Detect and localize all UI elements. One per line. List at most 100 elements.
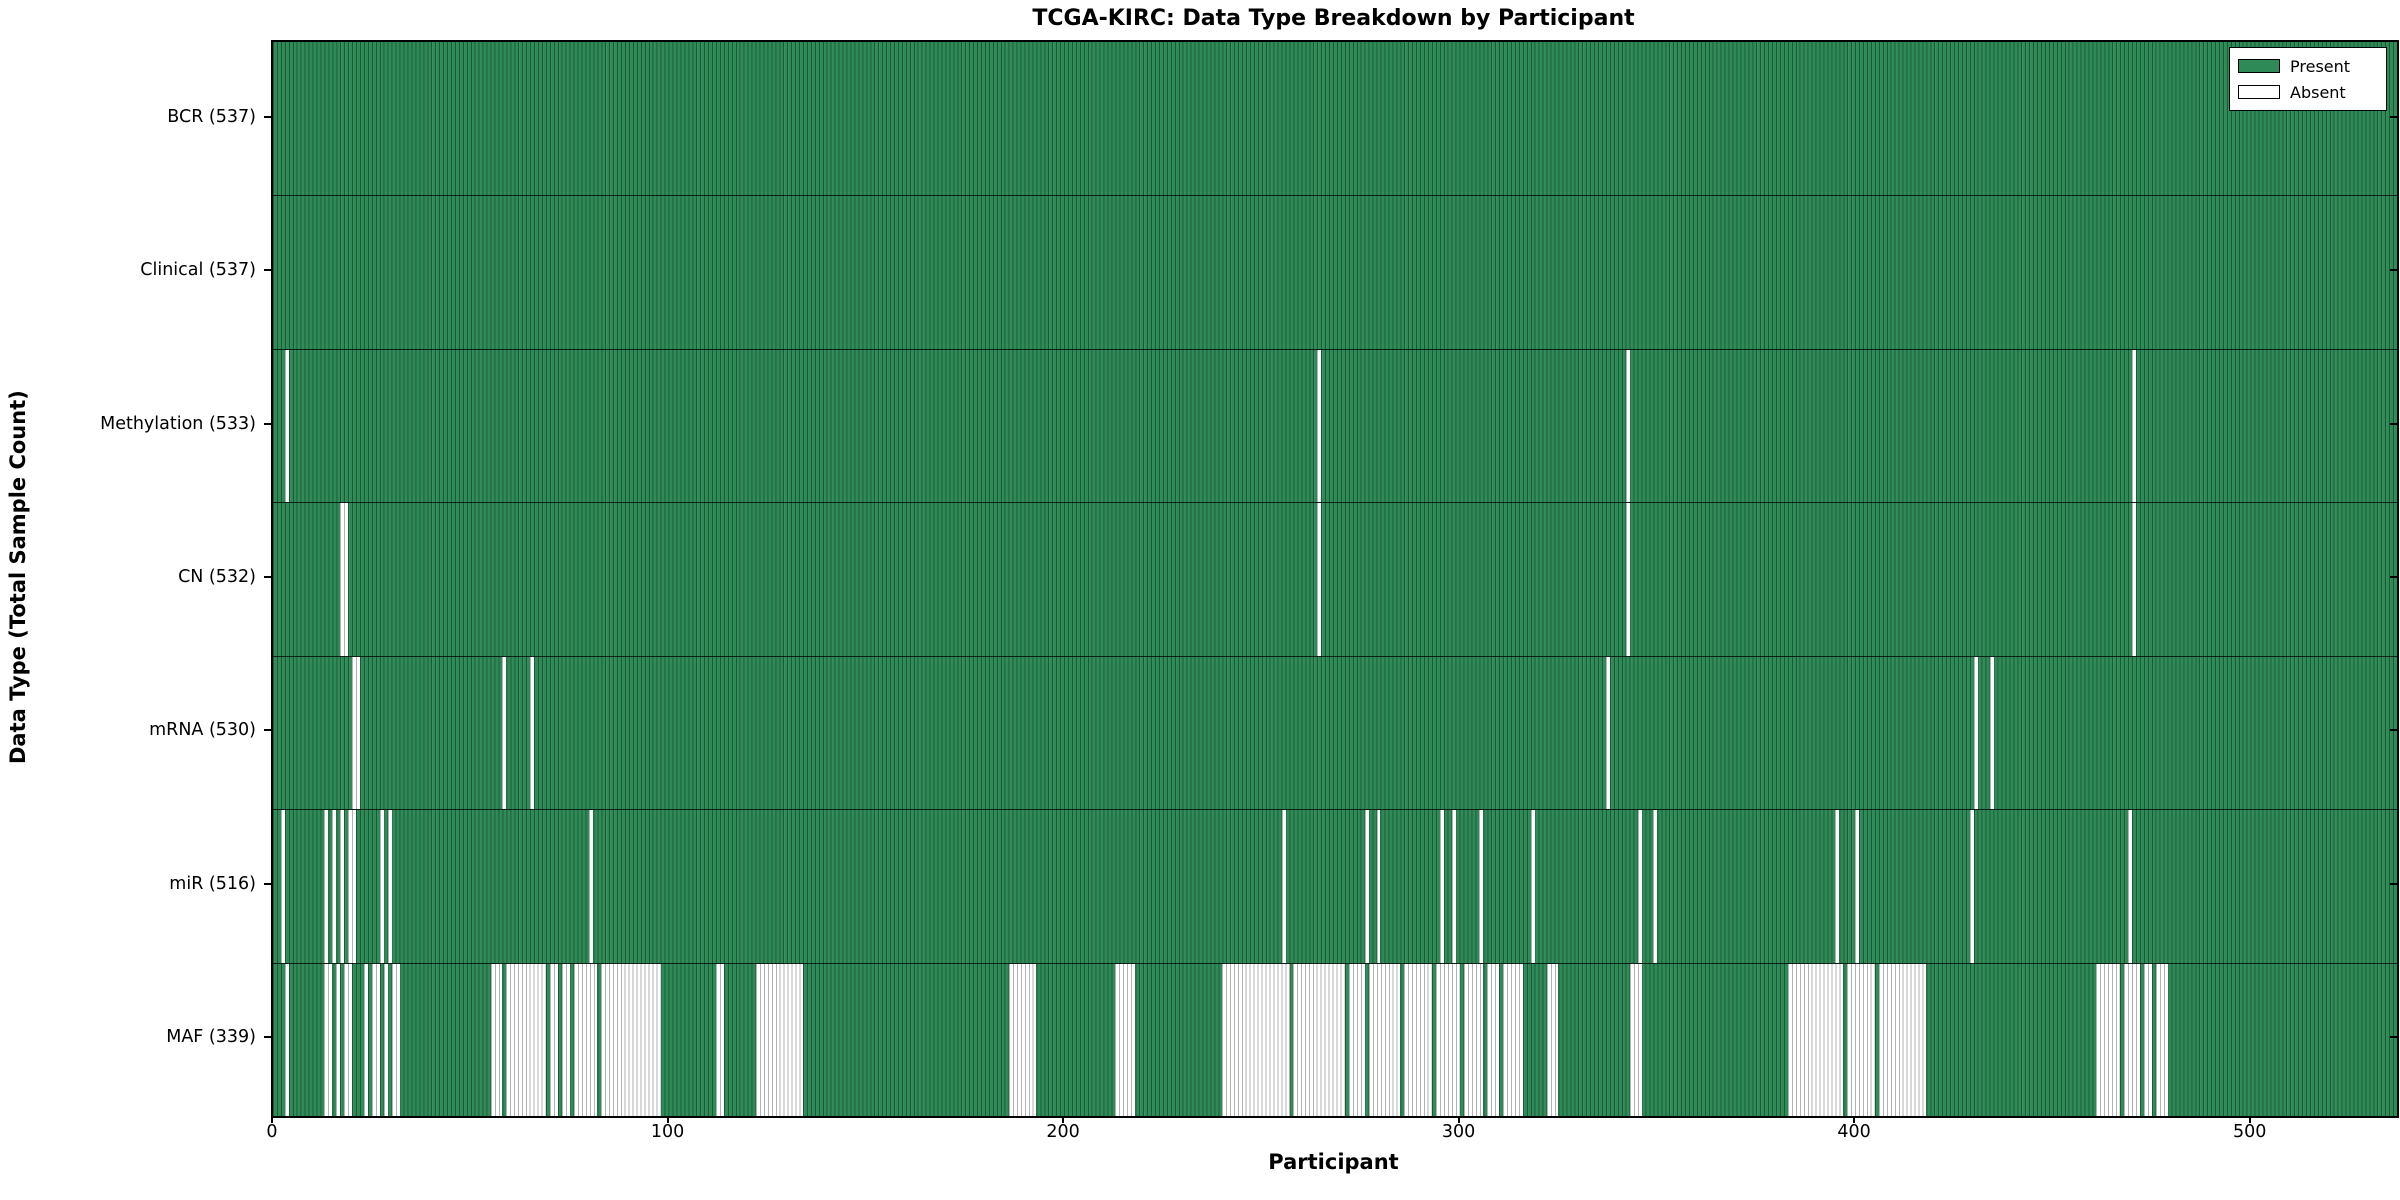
absent-stripe [1348,963,1365,1116]
row-cn [273,502,2397,656]
ytick-mark [264,1036,271,1039]
ytick-mark [264,269,271,272]
row-maf [273,962,2397,1116]
absent-stripe [383,963,388,1116]
absent-stripe [344,963,353,1116]
xtick-mark [1853,1116,1856,1123]
absent-stripe [1855,810,1860,963]
xtick-mark [1062,1116,1065,1123]
absent-stripe [502,656,507,810]
ytick-label-maf: MAF (339) [166,1027,256,1048]
absent-stripe [1835,810,1840,963]
absent-stripe [1222,963,1290,1116]
row-clinical [273,195,2397,349]
xtick-label-400: 400 [1837,1122,1871,1142]
ytick-mark-right [2390,422,2397,425]
absent-stripe [391,963,400,1116]
ytick-label-cn: CN (532) [178,567,256,587]
xtick-mark [271,1116,273,1123]
row-mrna [273,655,2397,810]
absent-stripe [715,963,724,1116]
xtick-label-300: 300 [1441,1122,1476,1142]
xtick-label-200: 200 [1046,1122,1080,1142]
absent-stripe [2131,349,2136,503]
ytick-label-mrna: mRNA (530) [149,720,256,741]
plot-area [271,40,2399,1118]
ytick-label-mir: miR (516) [169,873,256,894]
xtick-label-100: 100 [650,1122,685,1142]
absent-stripe [1503,963,1523,1116]
row-bcr [273,42,2397,196]
absent-stripe [755,963,803,1116]
absent-swatch [2238,85,2280,99]
absent-stripe [561,963,570,1116]
absent-stripe [2143,963,2152,1116]
absent-stripe [336,963,341,1116]
absent-stripe [1989,656,1994,810]
absent-stripe [1115,963,1136,1116]
absent-stripe [1787,963,1844,1116]
absent-stripe [1625,349,1630,503]
present-swatch [2238,59,2280,73]
absent-stripe [601,963,661,1116]
ytick-mark [264,576,271,578]
ytick-mark-right [2390,115,2397,118]
absent-stripe [490,963,503,1116]
absent-stripe [324,963,333,1116]
absent-stripe [324,810,329,963]
absent-stripe [1435,963,1460,1116]
absent-stripe [1625,503,1630,656]
absent-stripe [1293,963,1345,1116]
ytick-mark-right [2390,269,2397,272]
absent-stripe [1487,963,1500,1116]
absent-stripe [1878,963,1927,1116]
x-axis-label: Participant [1268,1150,1399,1174]
chart-title: TCGA-KIRC: Data Type Breakdown by Partic… [1032,6,1635,31]
absent-stripe [1451,810,1456,963]
absent-stripe [1317,349,1322,503]
absent-stripe [1973,656,1978,810]
absent-stripe [1404,963,1432,1116]
absent-stripe [1847,963,1875,1116]
absent-stripe [352,656,360,810]
absent-stripe [1637,810,1642,963]
ytick-mark-right [2390,1036,2397,1039]
legend-entry-present: Present [2230,53,2386,79]
xtick-mark [1457,1116,1460,1123]
absent-stripe [363,963,368,1116]
absent-stripe [387,810,392,963]
legend-label-absent: Absent [2290,82,2346,102]
ytick-label-clinical: Clinical (537) [140,260,256,281]
absent-stripe [284,963,289,1116]
xtick-mark [666,1116,669,1123]
absent-stripe [1463,963,1484,1116]
absent-stripe [1479,810,1484,963]
absent-stripe [284,349,289,503]
absent-stripe [1653,810,1658,963]
absent-stripe [549,963,558,1116]
absent-stripe [589,810,594,963]
absent-stripe [2131,503,2136,656]
absent-stripe [1969,810,1974,963]
absent-stripe [1364,810,1369,963]
ytick-mark [264,882,271,885]
absent-stripe [1281,810,1286,963]
legend-entry-absent: Absent [2230,79,2386,105]
absent-stripe [348,810,357,963]
absent-stripe [1546,963,1559,1116]
legend: Present Absent [2229,47,2387,111]
absent-stripe [2096,963,2121,1116]
absent-stripe [2155,963,2168,1116]
row-methylation [273,348,2397,503]
ytick-mark [264,729,271,732]
absent-stripe [332,810,337,963]
absent-stripe [1530,810,1535,963]
absent-stripe [280,810,285,963]
ytick-mark [264,422,271,425]
absent-stripe [506,963,546,1116]
absent-stripe [2128,810,2132,963]
absent-stripe [2124,963,2140,1116]
absent-stripe [1605,656,1610,810]
ytick-mark [264,115,271,118]
